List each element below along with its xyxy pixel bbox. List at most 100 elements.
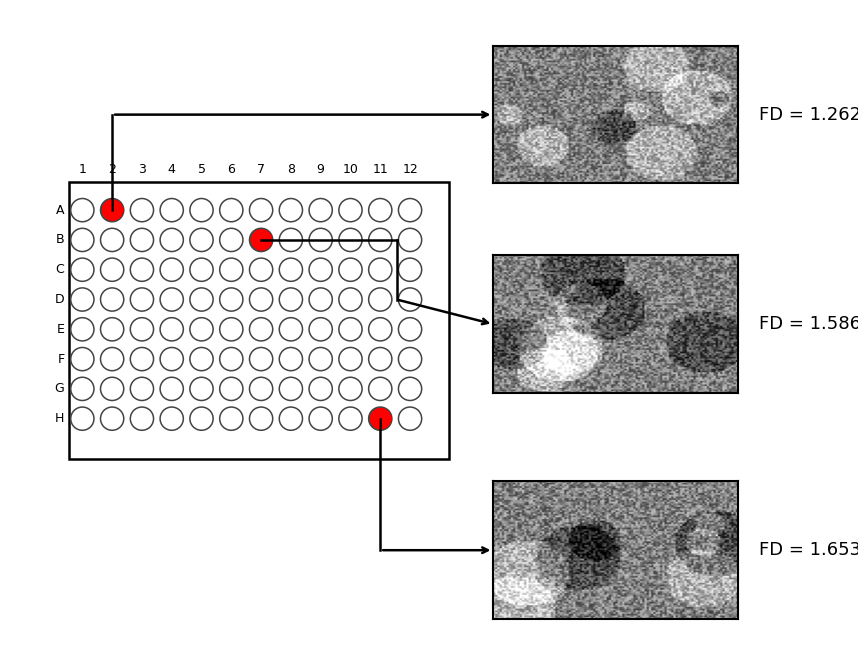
Circle shape (190, 288, 213, 311)
Circle shape (100, 318, 124, 341)
Circle shape (369, 407, 392, 430)
Circle shape (70, 288, 94, 311)
Text: 6: 6 (227, 163, 235, 176)
Circle shape (100, 377, 124, 400)
Circle shape (369, 318, 392, 341)
Circle shape (160, 377, 184, 400)
Circle shape (398, 198, 421, 222)
Circle shape (70, 198, 94, 222)
Circle shape (100, 347, 124, 371)
Circle shape (339, 198, 362, 222)
Circle shape (279, 318, 303, 341)
Circle shape (160, 347, 184, 371)
Circle shape (250, 377, 273, 400)
Circle shape (190, 198, 213, 222)
Circle shape (339, 258, 362, 282)
Circle shape (100, 198, 124, 222)
Circle shape (339, 407, 362, 430)
Circle shape (339, 347, 362, 371)
Circle shape (309, 258, 332, 282)
Circle shape (220, 377, 243, 400)
Circle shape (369, 377, 392, 400)
Circle shape (309, 377, 332, 400)
Circle shape (369, 288, 392, 311)
Circle shape (398, 318, 421, 341)
Text: 2: 2 (108, 163, 116, 176)
Circle shape (369, 347, 392, 371)
Text: FD = 1.653: FD = 1.653 (759, 541, 858, 559)
Circle shape (220, 318, 243, 341)
Circle shape (309, 198, 332, 222)
Circle shape (339, 318, 362, 341)
Circle shape (250, 229, 273, 252)
Circle shape (398, 229, 421, 252)
Circle shape (130, 347, 154, 371)
Circle shape (70, 407, 94, 430)
Text: 4: 4 (168, 163, 176, 176)
Circle shape (309, 407, 332, 430)
Circle shape (160, 258, 184, 282)
Circle shape (250, 347, 273, 371)
Circle shape (398, 377, 421, 400)
Circle shape (339, 229, 362, 252)
Circle shape (220, 258, 243, 282)
Circle shape (250, 198, 273, 222)
Circle shape (279, 229, 303, 252)
Circle shape (130, 377, 154, 400)
Text: G: G (55, 383, 64, 396)
Circle shape (190, 347, 213, 371)
Circle shape (160, 318, 184, 341)
Circle shape (100, 229, 124, 252)
Circle shape (100, 407, 124, 430)
Circle shape (160, 198, 184, 222)
Circle shape (70, 347, 94, 371)
Circle shape (279, 377, 303, 400)
Circle shape (250, 258, 273, 282)
Circle shape (130, 407, 154, 430)
Text: C: C (56, 263, 64, 276)
Circle shape (369, 198, 392, 222)
Circle shape (339, 377, 362, 400)
Circle shape (220, 347, 243, 371)
Circle shape (70, 258, 94, 282)
Text: 7: 7 (257, 163, 265, 176)
Circle shape (309, 288, 332, 311)
Circle shape (190, 407, 213, 430)
Circle shape (190, 318, 213, 341)
Text: 9: 9 (317, 163, 324, 176)
Circle shape (279, 198, 303, 222)
Circle shape (398, 407, 421, 430)
Text: 8: 8 (287, 163, 295, 176)
Text: H: H (55, 412, 64, 425)
Text: 11: 11 (372, 163, 388, 176)
Circle shape (339, 288, 362, 311)
Text: 5: 5 (197, 163, 206, 176)
Circle shape (369, 258, 392, 282)
Text: F: F (57, 352, 64, 365)
Circle shape (190, 229, 213, 252)
Circle shape (130, 198, 154, 222)
Circle shape (398, 288, 421, 311)
Circle shape (190, 258, 213, 282)
Circle shape (130, 288, 154, 311)
Text: 12: 12 (402, 163, 418, 176)
Circle shape (160, 288, 184, 311)
Circle shape (398, 258, 421, 282)
Circle shape (250, 288, 273, 311)
Circle shape (100, 288, 124, 311)
Circle shape (279, 347, 303, 371)
Circle shape (220, 407, 243, 430)
Circle shape (220, 288, 243, 311)
Circle shape (160, 229, 184, 252)
Circle shape (309, 229, 332, 252)
Text: A: A (56, 204, 64, 217)
Circle shape (279, 258, 303, 282)
Text: D: D (55, 293, 64, 306)
Text: FD = 1.262: FD = 1.262 (759, 105, 858, 124)
Circle shape (369, 229, 392, 252)
Circle shape (130, 318, 154, 341)
Circle shape (70, 318, 94, 341)
Circle shape (220, 198, 243, 222)
Text: E: E (57, 323, 64, 336)
Circle shape (220, 229, 243, 252)
